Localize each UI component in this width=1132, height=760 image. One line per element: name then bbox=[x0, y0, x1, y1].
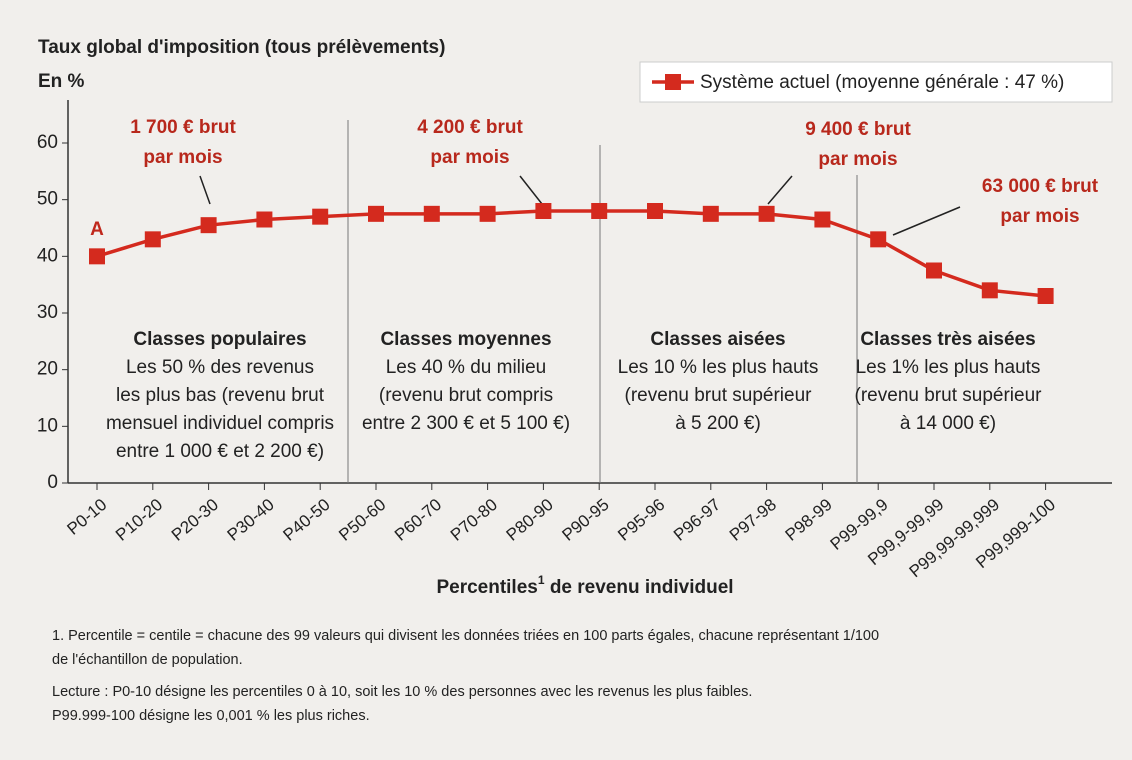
point bbox=[981, 282, 998, 299]
annotation: 4 200 € brut bbox=[417, 117, 523, 138]
y-tick-label: 0 bbox=[47, 472, 58, 493]
point bbox=[200, 217, 217, 234]
point bbox=[1037, 288, 1054, 304]
class-text: Les 1% les plus hauts bbox=[856, 357, 1041, 378]
annotation: par mois bbox=[143, 147, 222, 168]
arrow bbox=[892, 206, 961, 236]
annotation: par mois bbox=[430, 147, 509, 168]
point bbox=[312, 208, 329, 225]
point bbox=[702, 205, 719, 222]
point bbox=[591, 203, 608, 219]
point bbox=[256, 211, 273, 228]
class-text: Les 40 % du milieu bbox=[386, 357, 547, 378]
class-text: entre 1 000 € et 2 200 €) bbox=[116, 441, 324, 462]
x-label-note: 1 bbox=[538, 573, 545, 587]
class-text: (revenu brut supérieur bbox=[625, 385, 813, 406]
point bbox=[368, 205, 384, 222]
point-label: A bbox=[90, 219, 104, 240]
footnote: Lecture : P0-10 désigne les percentiles … bbox=[52, 684, 752, 700]
y-tick-label: 30 bbox=[37, 302, 58, 323]
point bbox=[423, 205, 440, 222]
class-text: (revenu brut supérieur bbox=[855, 385, 1043, 406]
footnote: de l'échantillon de population. bbox=[52, 652, 243, 668]
point bbox=[870, 231, 887, 248]
legend-label: Système actuel (moyenne générale : 47 %) bbox=[700, 72, 1064, 93]
series-line bbox=[96, 209, 1046, 298]
class-text: mensuel individuel compris bbox=[106, 413, 334, 434]
arrow bbox=[519, 175, 543, 205]
x-axis-label: Percentiles1 de revenu individuel bbox=[436, 573, 733, 598]
class-text: à 14 000 €) bbox=[900, 413, 996, 434]
class-text: Les 50 % des revenus bbox=[126, 357, 314, 378]
arrow bbox=[767, 175, 793, 205]
chart-title: Taux global d'imposition (tous prélèveme… bbox=[38, 37, 445, 58]
x-label-rest: de revenu individuel bbox=[545, 577, 734, 598]
footnote: P99.999-100 désigne les 0,001 % les plus… bbox=[52, 708, 370, 724]
point bbox=[89, 248, 105, 265]
point bbox=[144, 231, 161, 248]
y-tick-label: 40 bbox=[37, 245, 58, 266]
point bbox=[535, 203, 552, 219]
class-text: les plus bas (revenu brut bbox=[116, 385, 325, 406]
point bbox=[814, 211, 831, 228]
y-axis-label: En % bbox=[38, 71, 85, 92]
x-label-main: Percentiles bbox=[436, 577, 537, 598]
y-tick-label: 20 bbox=[37, 359, 58, 380]
annotation: 9 400 € brut bbox=[805, 119, 911, 140]
class-title: Classes aisées bbox=[650, 329, 785, 350]
class-text: (revenu brut compris bbox=[379, 385, 553, 406]
point bbox=[479, 205, 496, 222]
annotation: par mois bbox=[818, 149, 897, 170]
point bbox=[926, 262, 942, 279]
class-text: entre 2 300 € et 5 100 €) bbox=[362, 413, 570, 434]
y-tick-label: 50 bbox=[37, 189, 58, 210]
y-tick-label: 10 bbox=[37, 415, 58, 436]
y-tick-label: 60 bbox=[37, 132, 58, 153]
class-text: Les 10 % les plus hauts bbox=[618, 357, 819, 378]
arrows bbox=[199, 175, 961, 236]
point bbox=[647, 203, 663, 219]
legend-box bbox=[639, 61, 1113, 103]
legend-marker bbox=[665, 74, 681, 90]
class-text: à 5 200 €) bbox=[675, 413, 761, 434]
footnote: 1. Percentile = centile = chacune des 99… bbox=[52, 628, 879, 644]
annotation: 63 000 € brut bbox=[982, 176, 1099, 197]
arrow bbox=[199, 175, 211, 205]
annotation: 1 700 € brut bbox=[130, 117, 236, 138]
annotation: par mois bbox=[1000, 206, 1079, 227]
class-title: Classes moyennes bbox=[380, 329, 551, 350]
class-title: Classes très aisées bbox=[860, 329, 1035, 350]
point bbox=[758, 205, 775, 222]
class-title: Classes populaires bbox=[133, 329, 306, 350]
